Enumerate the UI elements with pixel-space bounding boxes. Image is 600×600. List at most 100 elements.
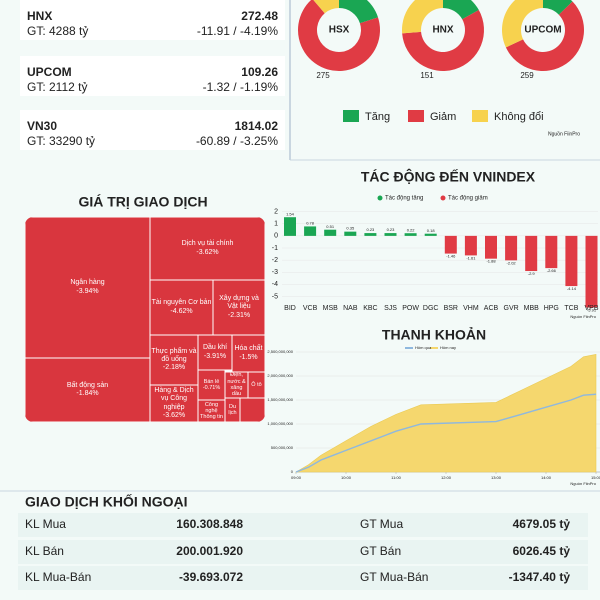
y-tick-label: 0 (274, 233, 278, 240)
tile-name: Ô tô (251, 381, 262, 388)
x-tick-label: 09:00 (291, 475, 302, 480)
donut-label: HNX (432, 25, 453, 36)
donut-count: 259 (520, 71, 534, 80)
bar-value-label: -1.61 (466, 255, 476, 260)
legend-swatch (472, 110, 488, 122)
index-name: HNX (27, 9, 52, 23)
tile-change: -3.62% (162, 411, 186, 419)
tile-text: Thực phẩm và đồ uống -2.18% (150, 335, 198, 385)
y-tick-label: -4 (272, 281, 278, 288)
tile-change: -0.71% (202, 385, 221, 391)
legend-swatch (408, 110, 424, 122)
bar-value-label: -2.02 (507, 260, 517, 265)
row-label: GT Bán (360, 544, 401, 558)
row-label: GT Mua (360, 517, 403, 531)
bar-value-label: -2.66 (547, 268, 557, 273)
legend-label: Hôm nay (440, 345, 456, 350)
donut-label: HSX (329, 25, 350, 36)
treemap-tile (25, 357, 151, 422)
treemap: Ngân hàng-3.94%Bất động sản-1.84%Dịch vụ… (25, 217, 265, 422)
x-tick-label: 13:00 (491, 475, 502, 480)
tile-text: Du lịch (225, 398, 240, 422)
x-tick-label: KBC (363, 305, 377, 312)
treemap-label: Bán lẻ-0.71% (202, 378, 221, 391)
bar (485, 235, 497, 259)
row-value: 6026.45 tỷ (513, 544, 571, 558)
index-change: -1.32 / -1.19% (203, 80, 279, 94)
tile-change: -2.18% (162, 364, 186, 372)
table-row (18, 540, 588, 564)
row-value: -39.693.072 (179, 570, 243, 584)
bar (565, 235, 578, 287)
tile-name: Du lịch (228, 403, 237, 416)
bar (344, 231, 357, 236)
legend-label: Hôm qua (415, 345, 432, 350)
bar-value-label: 0.18 (427, 228, 436, 233)
tile-name: Công nghệ Thông tin (200, 401, 223, 421)
y-tick-label: -3 (272, 269, 278, 276)
index-name: UPCOM (27, 65, 72, 79)
tile-text: Công nghệ Thông tin (198, 400, 225, 422)
index-card (20, 0, 285, 40)
y-tick-label: -5 (272, 293, 278, 300)
bar (505, 235, 518, 261)
donut-segment (505, 1, 585, 72)
row-value: 160.308.848 (176, 517, 243, 531)
donut-segment (402, 10, 484, 72)
bar (284, 217, 296, 236)
treemap-label: Công nghệ Thông tin (198, 400, 225, 422)
foreign-title: GIAO DỊCH KHỐI NGOẠI (25, 493, 188, 510)
legend-label: Tác động giảm (448, 196, 488, 202)
x-tick-label: DGC (423, 305, 439, 312)
tile-name: Xây dựng và Vật liệu (219, 295, 259, 311)
bar (545, 235, 558, 269)
bar-value-label: -2.9 (528, 271, 536, 276)
treemap-tile (149, 334, 199, 386)
bar-value-label: 1.54 (286, 211, 295, 216)
legend-dot (440, 195, 446, 201)
y-tick-label: 2,500,000,000 (267, 349, 293, 354)
row-value: -1347.40 tỷ (509, 570, 571, 584)
tile-name: Bán lẻ (203, 378, 220, 385)
tile-name: Hóa chất (234, 345, 263, 353)
tile-change: -1.5% (239, 353, 258, 361)
donut-segment (543, 0, 573, 15)
bar (304, 226, 317, 236)
tile-text: Bất động sản -1.84% (25, 358, 150, 422)
donut-segment (502, 0, 543, 48)
tile-change: -3.62% (196, 248, 219, 256)
donut-segment (313, 0, 339, 14)
x-tick-label: TCB (564, 305, 578, 312)
x-tick-label: HPG (544, 305, 559, 312)
treemap-label: Ngân hàng-3.94% (70, 279, 104, 295)
legend-label: Không đổi (494, 111, 544, 123)
bar (404, 233, 417, 236)
bar (525, 235, 538, 272)
index-card (20, 110, 285, 150)
tile-text: Tài nguyên Cơ bản -4.62% (150, 280, 213, 335)
table-row (18, 513, 588, 537)
tile-text: Ô tô (248, 372, 265, 398)
treemap-label: Bất động sản-1.84% (25, 358, 150, 422)
treemap-tile (149, 384, 199, 422)
index-name: VN30 (27, 119, 57, 133)
index-value: 109.26 (241, 65, 278, 79)
x-tick-label: VHM (463, 305, 479, 312)
x-tick-label: 11:00 (391, 475, 401, 480)
x-tick-label: 14:00 (541, 475, 552, 480)
index-card (20, 56, 285, 96)
bar (324, 229, 337, 236)
bar (444, 235, 457, 254)
tile-change: -4.62% (170, 307, 193, 315)
source: Nguồn FiinPro (570, 314, 596, 319)
tile-change: -3.94% (76, 287, 99, 295)
treemap-label: Dầu khí-3.91% (198, 335, 232, 370)
treemap-title: GIÁ TRỊ GIAO DỊCH (78, 194, 207, 210)
x-tick-label: POW (402, 305, 419, 312)
tile-name: Tài nguyên Cơ bản (151, 299, 212, 307)
legend-swatch (343, 110, 359, 122)
tile-text: Dầu khí -3.91% (198, 335, 232, 370)
